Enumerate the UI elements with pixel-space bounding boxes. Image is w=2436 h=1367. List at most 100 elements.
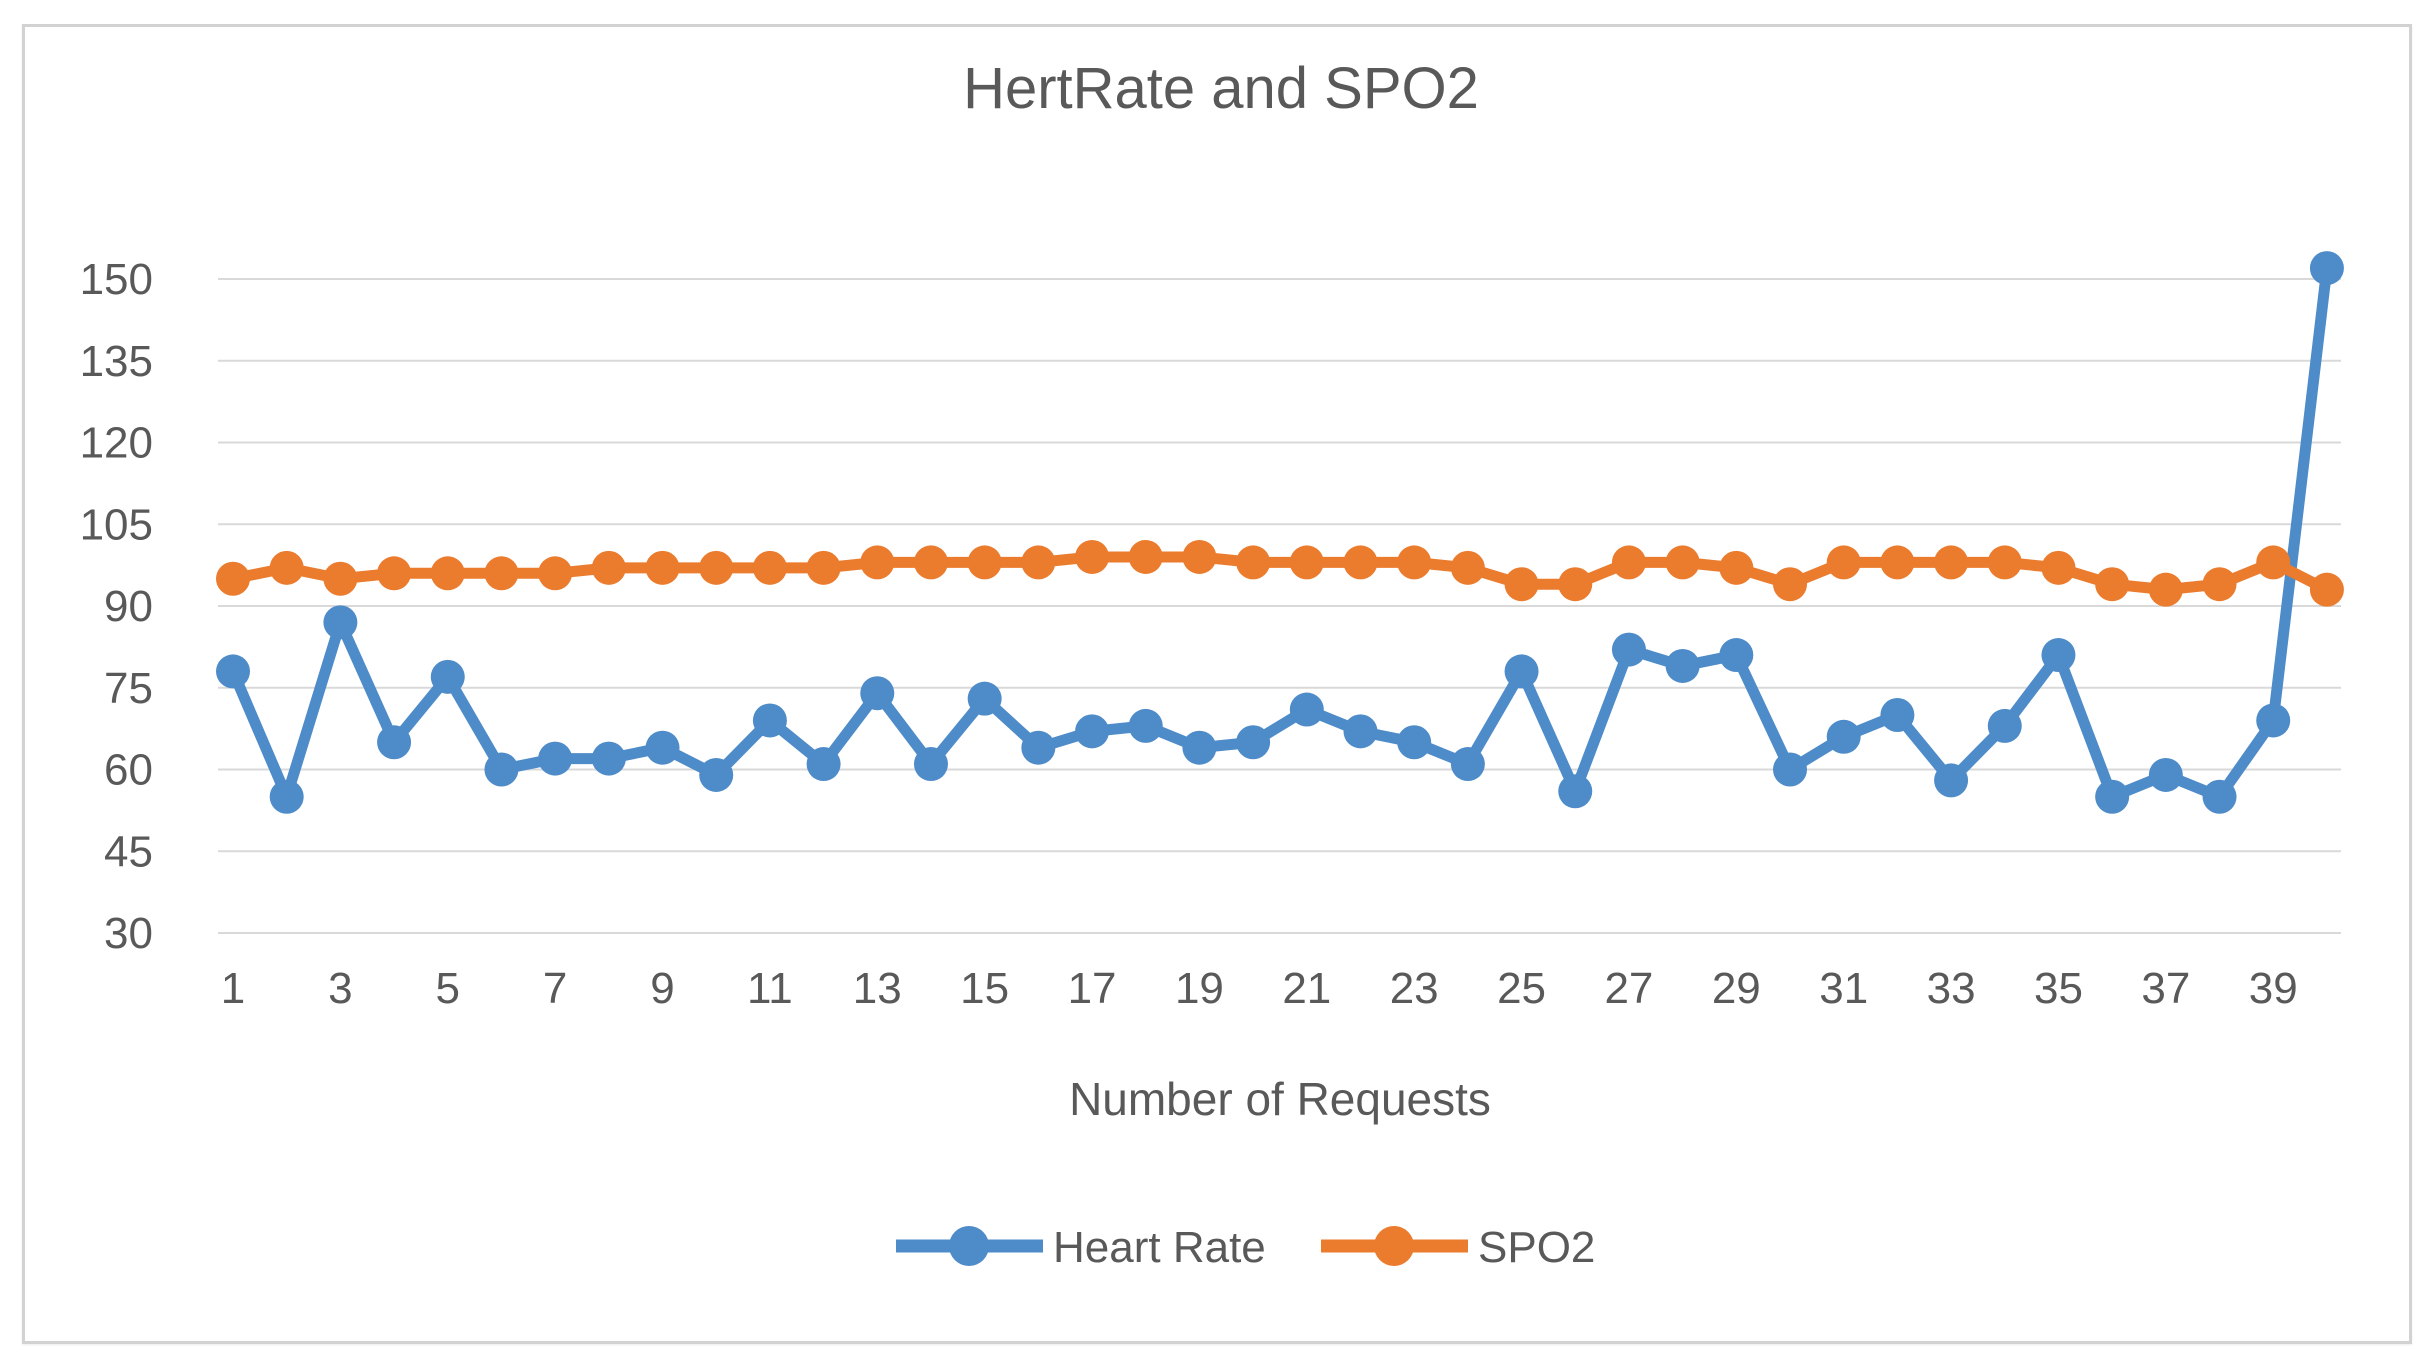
heart-rate-point-33 (1934, 763, 1969, 798)
heart-rate-point-13 (860, 676, 895, 711)
spo2-point-15 (967, 545, 1002, 580)
spo2-point-21 (1289, 545, 1324, 580)
spo2-legend-marker-dot (1374, 1226, 1414, 1266)
heart-rate-point-4 (377, 725, 412, 760)
spo2-line (227, 551, 2333, 596)
heart-rate-point-29 (1719, 638, 1754, 673)
y-tick-105: 105 (80, 500, 153, 549)
spo2-point-20 (1236, 545, 1271, 580)
spo2-point-23 (1397, 545, 1432, 580)
gridlines (218, 278, 2341, 934)
legend-item-spo2: SPO2 (1321, 1223, 1595, 1272)
heart-rate-point-22 (1343, 714, 1378, 749)
spo2-point-32 (1880, 545, 1915, 580)
spo2-point-24 (1450, 550, 1485, 585)
heart-rate-point-7 (538, 741, 573, 776)
heart-rate-point-36 (2095, 779, 2130, 814)
x-tick-3: 3 (328, 964, 352, 1013)
x-tick-39: 39 (2249, 964, 2298, 1013)
x-tick-31: 31 (1819, 964, 1868, 1013)
heart-rate-point-6 (484, 752, 519, 787)
x-tick-17: 17 (1068, 964, 1117, 1013)
heart-rate-spo2-chart: HertRate and SPO2 3045607590105120135150… (80, 56, 2344, 1272)
spo2-point-29 (1719, 550, 1754, 585)
x-tick-11: 11 (747, 964, 793, 1013)
spo2-point-17 (1075, 539, 1110, 574)
y-tick-45: 45 (104, 827, 153, 876)
chart-frame: HertRate and SPO2 30 45 60 75 90 105 120 135 150… (22, 24, 2412, 1344)
heart-rate-point-34 (1987, 708, 2022, 743)
heart-rate-point-35 (2041, 638, 2076, 673)
y-tick-90: 90 (104, 582, 153, 631)
heart-rate-point-37 (2148, 757, 2183, 792)
heart-rate-point-20 (1236, 725, 1271, 760)
spo2-point-8 (591, 550, 626, 585)
spo2-point-11 (752, 550, 787, 585)
heart-rate-point-39 (2256, 703, 2291, 738)
y-tick-75: 75 (104, 664, 153, 713)
heart-rate-point-31 (1826, 719, 1861, 754)
heart-rate-point-12 (806, 747, 841, 782)
x-tick-37: 37 (2141, 964, 2190, 1013)
heart-rate-legend-marker-dot (949, 1226, 989, 1266)
spo2-point-25 (1504, 567, 1539, 602)
legend-item-heart-rate: Heart Rate (896, 1223, 1266, 1272)
series-heart-rate (216, 251, 2344, 814)
x-tick-25: 25 (1497, 964, 1546, 1013)
heart-rate-point-28 (1665, 648, 1700, 683)
spo2-point-28 (1665, 545, 1700, 580)
y-tick-150: 150 (80, 255, 153, 304)
heart-rate-point-27 (1611, 632, 1646, 667)
spo2-point-19 (1182, 539, 1217, 574)
spo2-point-33 (1934, 545, 1969, 580)
heart-rate-point-24 (1450, 747, 1485, 782)
heart-rate-point-32 (1880, 698, 1915, 732)
heart-rate-legend-label: Heart Rate (1053, 1223, 1266, 1272)
spo2-point-35 (2041, 550, 2076, 585)
heart-rate-point-1 (216, 654, 250, 689)
series-spo2 (216, 539, 2344, 607)
y-axis-tick-labels: 30 45 60 75 90 105 120 135 150 (80, 255, 153, 958)
heart-rate-point-15 (967, 681, 1002, 716)
spo2-point-9 (645, 550, 680, 585)
x-tick-9: 9 (650, 964, 674, 1013)
spo2-point-37 (2148, 572, 2183, 607)
spo2-point-30 (1773, 567, 1808, 602)
spo2-point-14 (913, 545, 948, 580)
heart-rate-point-30 (1773, 752, 1808, 787)
x-tick-21: 21 (1282, 964, 1331, 1013)
heart-rate-point-19 (1182, 730, 1217, 765)
heart-rate-point-8 (591, 741, 626, 776)
spo2-point-3 (323, 561, 358, 596)
y-tick-135: 135 (80, 337, 153, 386)
heart-rate-point-18 (1128, 708, 1163, 743)
spo2-point-7 (538, 556, 573, 591)
spo2-point-27 (1611, 545, 1646, 580)
heart-rate-point-40 (2309, 251, 2344, 286)
heart-rate-point-17 (1075, 714, 1110, 749)
x-tick-35: 35 (2034, 964, 2083, 1013)
spo2-point-10 (699, 550, 734, 585)
spo2-point-4 (377, 556, 412, 591)
heart-rate-point-2 (269, 779, 304, 814)
x-tick-13: 13 (853, 964, 902, 1013)
series-layer (216, 251, 2344, 814)
heart-rate-point-5 (430, 659, 465, 694)
heart-rate-point-23 (1397, 725, 1432, 760)
y-tick-60: 60 (104, 746, 153, 795)
heart-rate-point-11 (752, 703, 787, 738)
heart-rate-point-9 (645, 730, 680, 765)
spo2-point-31 (1826, 545, 1861, 580)
heart-rate-point-10 (699, 757, 734, 792)
heart-rate-point-21 (1289, 692, 1324, 727)
spo2-point-36 (2095, 567, 2130, 602)
spo2-point-6 (484, 556, 519, 591)
x-tick-29: 29 (1712, 964, 1761, 1013)
spo2-point-16 (1021, 545, 1056, 580)
x-axis-tick-labels: 1 3 5 7 9 11 13 15 17 19 21 23 25 27 29 31 33 35 37 39 (221, 964, 2298, 1013)
spo2-point-18 (1128, 539, 1163, 574)
heart-rate-point-16 (1021, 730, 1056, 765)
heart-rate-point-14 (913, 747, 948, 782)
x-tick-7: 7 (543, 964, 567, 1013)
x-tick-23: 23 (1390, 964, 1439, 1013)
